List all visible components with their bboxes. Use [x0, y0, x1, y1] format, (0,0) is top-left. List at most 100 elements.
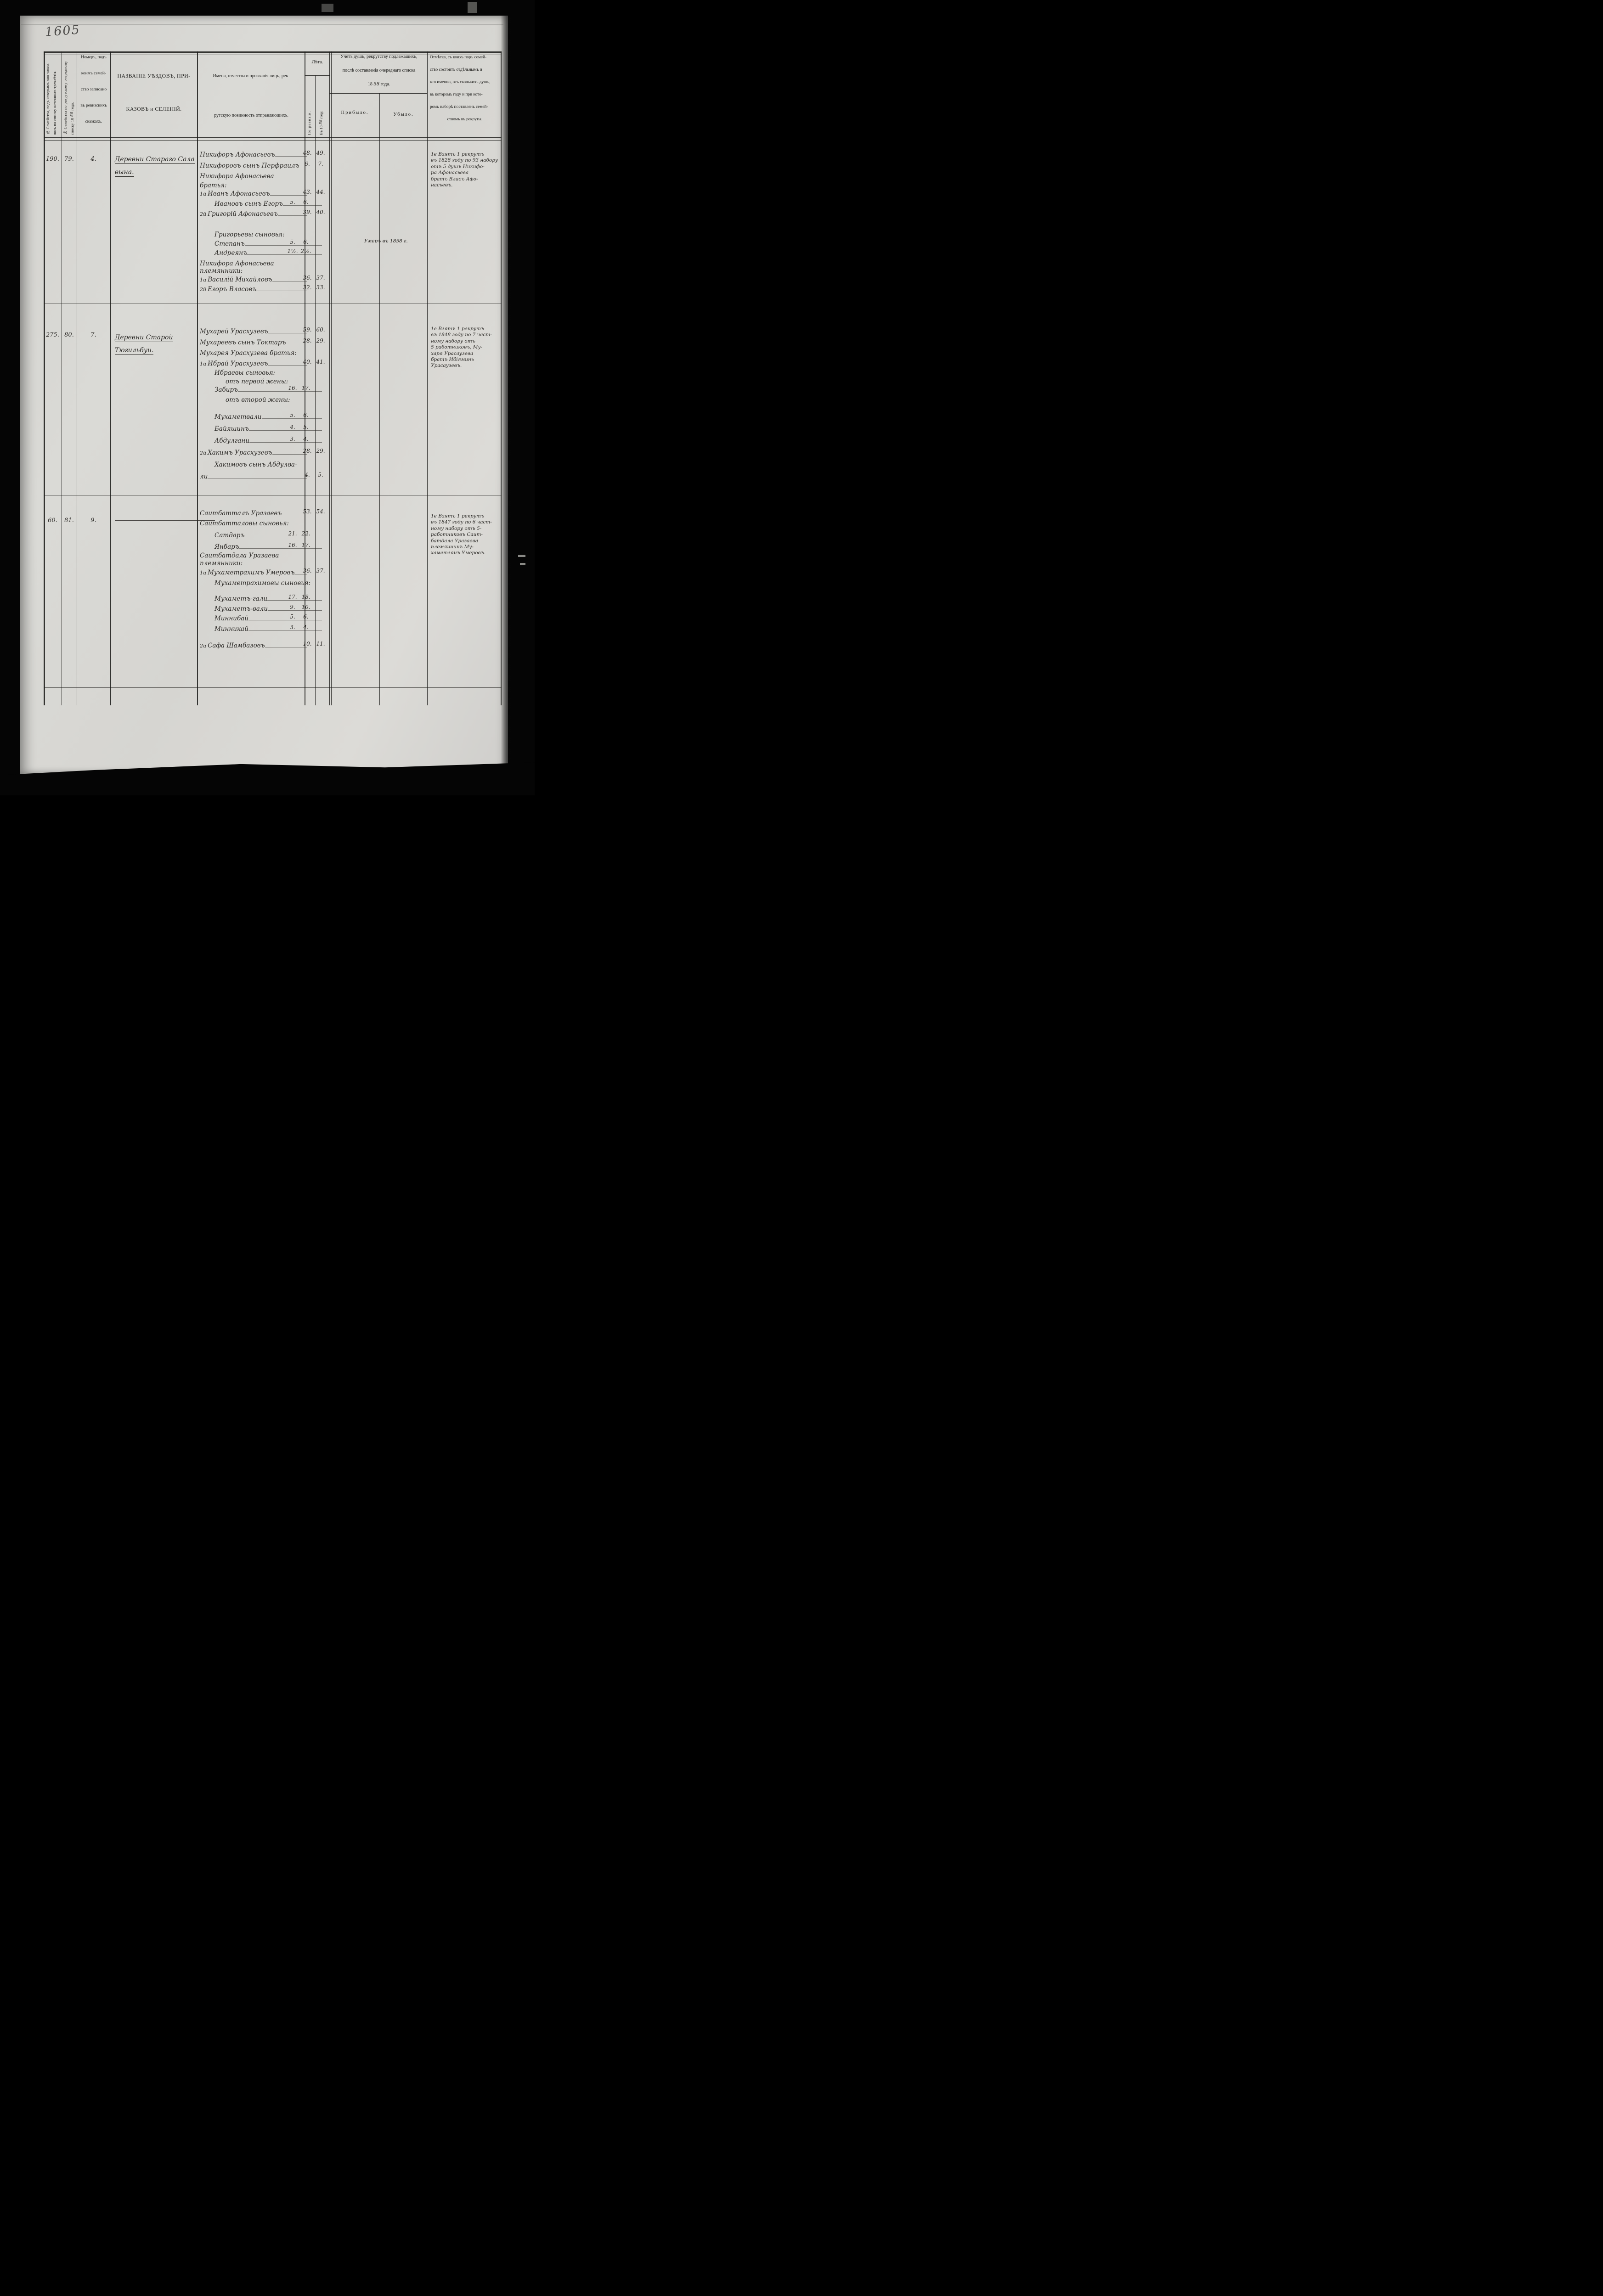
- header-territory-line2: КАЗОВЪ и СЕЛЕНІЙ.: [126, 106, 182, 112]
- member-row: Мухарея Урасхузева братья:: [197, 348, 307, 356]
- header-account-year-handwritten: 58: [373, 82, 380, 87]
- family-no-revision: 9.: [90, 517, 96, 524]
- member-name: Мухаметъ-вали: [214, 605, 268, 613]
- member-row: Байяшинъ 4. 5.: [197, 423, 322, 432]
- age-at-revision: 4.: [305, 472, 310, 478]
- member-name: Байяшинъ: [214, 425, 249, 433]
- age-in-1858: 6.: [303, 239, 309, 245]
- age-at-revision: 4.: [290, 424, 295, 430]
- header-account-year-post: года.: [380, 82, 390, 87]
- table-body: 190. 79. 4. Деревни Стараго Сала вына. Никифо…: [0, 0, 535, 795]
- village-ditto-line: [115, 520, 215, 521]
- age-at-revision: 5.: [290, 412, 295, 418]
- col-line-6: [329, 51, 330, 705]
- header-account-line2: послѣ составленія очереднаго списка: [342, 68, 416, 73]
- member-name: Мухарей Урасхузевъ: [200, 328, 268, 335]
- col-line-7: [427, 51, 428, 705]
- filler-line: [272, 454, 307, 455]
- member-name: Егоръ Власовъ: [208, 286, 256, 293]
- margin-note-line: харя Урасаузева: [431, 350, 474, 356]
- member-row: Мухаметъ-вали 9. 10.: [197, 603, 322, 612]
- header-account-sub1: Прибыло.: [341, 110, 369, 115]
- member-row: 1й Ибрай Урасхузевъ 40. 41.: [197, 358, 325, 367]
- age-in-1858: 37.: [316, 568, 325, 574]
- age-at-revision: 28.: [303, 338, 312, 344]
- edge-mark-1: [518, 555, 525, 557]
- member-name: Саитбатталъ Уразаевъ: [200, 510, 282, 517]
- member-row: 2й Сафа Шамбазовъ 10. 11.: [197, 640, 325, 649]
- age-at-revision: 9.: [290, 604, 295, 610]
- member-name: Мухаметрахимъ Умеровъ: [208, 569, 295, 576]
- header-note-line3: кто именно, отъ сколькихъ душъ,: [430, 80, 491, 84]
- member-name: Сатдаръ: [214, 532, 245, 539]
- header-persons-line2: рутскую повинность отправляющихъ.: [214, 113, 288, 118]
- age-in-1858: 18.: [301, 594, 310, 600]
- age-at-revision: 5.: [290, 239, 295, 245]
- age-in-1858: 11.: [316, 641, 325, 647]
- header-note-line5: ромъ наборѣ поставленъ семей-: [430, 105, 488, 109]
- age-in-1858: 29.: [316, 338, 325, 344]
- margin-note-line: въ 1848 году по 7 част-: [431, 332, 492, 338]
- member-row: племянники:: [197, 265, 307, 274]
- family-no-revision: 4.: [90, 156, 96, 163]
- age-in-1858: 49.: [316, 150, 325, 156]
- member-row: Саитбатталовы сыновья:: [197, 518, 307, 527]
- header-territory-line1: НАЗВАНІЕ УѢЗДОВЪ, ПРИ-: [117, 73, 191, 79]
- header-age-title: Лѣта.: [311, 60, 323, 65]
- margin-note-line: отъ 5 душъ Никифо-: [431, 163, 485, 169]
- village-name: Деревни Стараго Сала: [115, 156, 195, 164]
- member-row: Мухареевъ сынъ Токтаръ 28. 29.: [197, 337, 325, 346]
- member-name: Мухаметрахимовы сыновья:: [214, 580, 311, 587]
- member-row: Мухаметрахимовы сыновья:: [197, 578, 322, 586]
- member-name: Саитбатдала Уразаева: [200, 552, 279, 559]
- header-account-year-pre: 18: [367, 82, 373, 87]
- age-at-revision: 28.: [303, 448, 312, 454]
- member-ordinal: 2й: [200, 643, 207, 649]
- header-persons-line1: Имена, отчества и прозванія лицъ, рек-: [213, 73, 290, 79]
- age-in-1858: 54.: [316, 508, 325, 515]
- age-in-1858: 6.: [303, 199, 309, 205]
- header-revision-line2: коимъ семей-: [81, 71, 107, 76]
- filler-line: [247, 254, 322, 255]
- member-name: Янбаръ: [214, 543, 239, 551]
- age-at-revision: 59.: [303, 326, 312, 333]
- age-at-revision: 3.: [290, 436, 295, 442]
- member-name: Никифоръ Афонасьевъ: [200, 151, 275, 158]
- margin-note-line: въ 1828 году по 93 набору: [431, 158, 498, 163]
- header-separator: [44, 137, 502, 138]
- margin-note-line: племянникъ Му-: [431, 544, 474, 550]
- paper-sheet: [20, 16, 508, 776]
- filler-line: [239, 548, 322, 549]
- member-name: Забиръ: [214, 386, 238, 394]
- age-in-1858: 44.: [316, 189, 325, 195]
- table-border-top: [44, 51, 502, 53]
- filler-line: [238, 391, 322, 392]
- filler-line: [261, 418, 322, 419]
- table-border-right: [501, 51, 502, 705]
- edge-mark-2: [520, 563, 525, 565]
- member-row: Андреянъ 1½. 2½.: [197, 248, 322, 256]
- col-line-account-sub: [379, 93, 380, 705]
- member-ordinal: 2й: [200, 450, 207, 456]
- member-row: Никифора Афонасьева: [197, 258, 307, 267]
- member-ordinal: 2й: [200, 211, 207, 217]
- scan-notch-1: [322, 4, 333, 12]
- age-in-1858: 29.: [316, 448, 325, 454]
- filler-line: [277, 215, 307, 216]
- margin-note-line: въ 1847 году по 6 част-: [431, 519, 492, 525]
- village-name: Тюгильбуи.: [115, 347, 154, 355]
- member-name: племянники:: [200, 267, 243, 275]
- scan-border-left: [0, 0, 20, 795]
- margin-note-line: братъ Власъ Афо-: [431, 176, 478, 182]
- margin-note-line: работниковъ Саит-: [431, 532, 483, 538]
- filler-line: [248, 430, 322, 431]
- margin-note-line: 5 работниковъ, Му-: [431, 344, 483, 350]
- age-in-1858: 5.: [318, 472, 323, 478]
- member-row: 2й Григорій Афонасьевъ 39. 40.: [197, 208, 325, 217]
- departed-note: Умеръ въ 1858 г.: [364, 238, 408, 244]
- member-name: Мухаметвали: [214, 413, 262, 421]
- age-in-1858: 17.: [301, 542, 310, 548]
- margin-note-line: батдала Уразаева: [431, 538, 478, 544]
- scan-border-right: [514, 0, 535, 795]
- family-no-revision: 7.: [90, 332, 96, 338]
